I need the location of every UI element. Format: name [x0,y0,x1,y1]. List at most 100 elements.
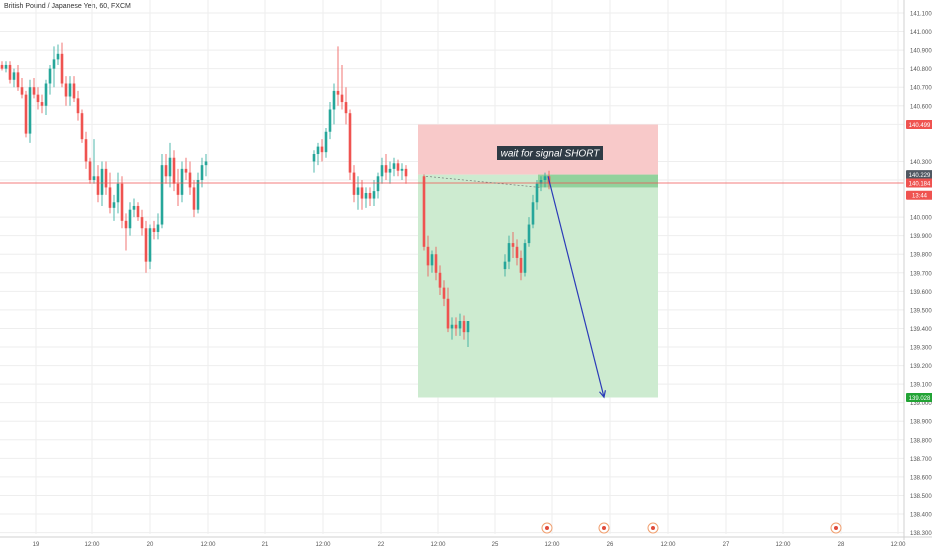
candle-body [332,90,336,110]
candle-body [80,113,84,140]
candle-body [60,53,64,84]
candle-body [16,72,20,88]
candle-body [458,321,462,329]
signal-annotation[interactable]: wait for signal SHORT [497,146,603,160]
projection-arrowhead [599,390,606,399]
price-label-text: 140.184 [909,181,931,187]
candle-body [28,87,32,134]
y-tick-label: 139.700 [910,271,932,277]
take-profit-zone [418,174,658,398]
candle-body [44,83,48,106]
x-tick-label: 22 [378,542,385,548]
price-label-text: 140.229 [909,173,931,179]
candle-body [168,157,172,177]
x-tick-label: 12:00 [84,542,100,548]
candle-body [96,176,100,195]
candle-body [368,192,372,199]
x-tick-label: 12:00 [430,542,446,548]
candle-body [328,109,332,132]
candle-body [376,176,380,192]
y-tick-label: 141.000 [910,30,932,36]
candle-body [144,228,148,262]
candle-body [68,83,72,97]
candle-body [48,68,52,84]
y-tick-label: 139.600 [910,290,932,296]
candle-body [164,165,168,177]
candle-body [462,321,466,333]
y-tick-label: 140.900 [910,49,932,55]
candle-body [519,257,523,273]
candle-body [434,254,438,273]
x-tick-label: 12:00 [315,542,331,548]
candle-body [12,72,16,80]
candle-body [0,64,4,69]
economic-event-icon[interactable] [647,522,659,534]
candle-body [352,172,356,195]
candle-body [4,64,8,69]
candle-body [543,176,547,180]
price-label: 140.184 [906,178,932,188]
candle-body [426,246,430,266]
y-tick-label: 139.900 [910,234,932,240]
time-axis[interactable]: 19 12:00 20 12:00 21 12:00 22 12:00 25 12:00 26 12:… [0,536,932,548]
chart-title: British Pound / Japanese Yen, 60, FXCM [4,3,131,10]
y-tick-label: 138.800 [910,438,932,444]
candle-body [430,254,434,266]
candle-body [72,83,76,99]
annotation-bg [497,146,603,160]
candle-body [392,163,396,169]
y-tick-label: 140.300 [910,160,932,166]
y-tick-label: 139.000 [910,401,932,407]
candle-body [8,64,12,80]
candle-body [360,187,364,199]
x-tick-label: 12:00 [200,542,216,548]
y-tick-label: 139.500 [910,308,932,314]
price-label-bg [906,170,932,180]
x-tick-label: 25 [492,542,499,548]
y-tick-label: 139.800 [910,253,932,259]
candle-body [507,243,511,262]
price-label: 139.028 [906,392,932,402]
y-tick-label: 138.500 [910,494,932,500]
candle-body [336,90,340,95]
candle-body [450,324,454,329]
annotation-text: wait for signal SHORT [501,149,601,160]
x-tick-label: 20 [147,542,154,548]
overlay: wait for signal SHORT [0,146,904,399]
filled-zone [538,174,658,188]
event-icon-dot [545,526,549,530]
candle-body [531,202,535,225]
candle-body [152,228,156,232]
x-tick-label: 12:00 [544,542,560,548]
candle-body [120,183,124,221]
y-tick-label: 139.300 [910,346,932,352]
candle-body [116,183,120,203]
economic-event-icon[interactable] [541,522,553,534]
price-label-bg [906,120,932,130]
candle-body [372,191,376,199]
candle-body [312,154,316,162]
candle-body [340,94,344,103]
y-tick-label: 140.800 [910,67,932,73]
y-tick-label: 138.600 [910,475,932,481]
candle-body [442,287,446,299]
candle-body [344,102,348,114]
y-tick-label: 138.400 [910,513,932,519]
x-tick-label: 28 [838,542,845,548]
price-label-bg [906,178,932,188]
price-label-text: 140.499 [909,123,931,129]
candle-body [88,161,92,180]
price-axis[interactable]: 141.100 141.000 140.900 140.800 140.700 140.6… [903,0,932,540]
position-zones [418,124,658,398]
candle-body [32,87,36,95]
candle-body [454,324,458,329]
economic-event-icon[interactable] [830,522,842,534]
event-icon-dot [651,526,655,530]
economic-event-icon[interactable] [598,522,610,534]
x-tick-label: 26 [607,542,614,548]
candle-body [148,228,152,262]
candle-body [140,217,144,229]
y-tick-label: 139.400 [910,327,932,333]
y-tick-label: 138.700 [910,457,932,463]
